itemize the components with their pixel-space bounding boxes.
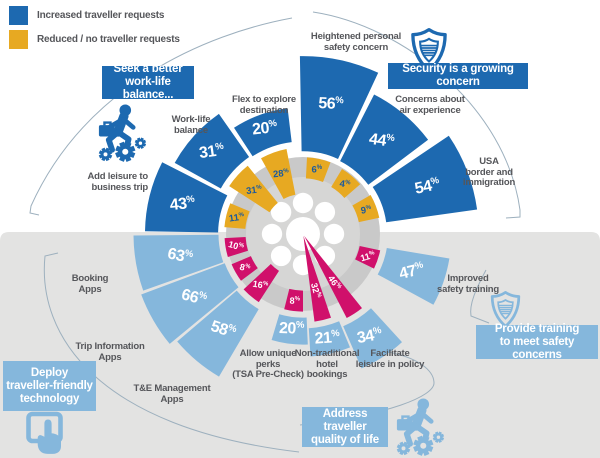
wedge-reduced-4 <box>331 169 361 198</box>
wedge-primary-0 <box>133 234 224 291</box>
spoke-label-unique-perks: Allow unique perks (TSA Pre-Check) <box>232 348 304 380</box>
wedge-secondary-3 <box>284 288 303 312</box>
wedge-primary-2 <box>177 290 259 377</box>
legend-swatch-increased <box>9 6 28 25</box>
spoke-label-work-life: Work-life balance <box>171 114 211 136</box>
wedge-primary-4 <box>308 321 350 357</box>
wedge-reduced-3 <box>305 157 331 182</box>
wedge-secondary-5 <box>304 235 362 318</box>
wedge-secondary-2 <box>243 264 279 303</box>
wedge-increased-4 <box>340 94 429 185</box>
spoke-label-facilitate-leisure: Facilitate leisure in policy <box>355 348 425 370</box>
spoke-label-trip-info-apps: Trip Information Apps <box>75 341 145 363</box>
wedge-secondary-4 <box>303 235 331 322</box>
connector-arc <box>470 269 490 324</box>
svg-text:6%: 6% <box>311 164 322 175</box>
spoke-label-air-experience: Concerns about air experience <box>395 94 465 116</box>
connector-arc <box>312 11 521 219</box>
spoke-label-safety-concern: Heightened personal safety concern <box>310 31 402 53</box>
callout-work-life-balance: Seek a better work-life balance... <box>102 63 194 101</box>
wedge-increased-5 <box>372 135 478 223</box>
callout-security: Security is a growing concern <box>388 63 528 89</box>
pct-label: 8% <box>289 296 300 306</box>
legend-label-reduced: Reduced / no traveller requests <box>37 34 180 45</box>
callout-technology: Deploy traveller-friendly technology <box>3 361 96 411</box>
wedge-secondary-1 <box>231 256 258 281</box>
businessperson-climbing-gears-icon <box>98 104 147 162</box>
wedge-primary-1 <box>141 263 239 344</box>
legend-swatch-reduced <box>9 30 28 49</box>
legend-item-reduced: Reduced / no traveller requests <box>9 30 180 49</box>
svg-text:8%: 8% <box>289 296 300 306</box>
spoke-label-flex-destination: Flex to explore destination <box>231 94 297 116</box>
spoke-label-add-leisure: Add leisure to business trip <box>87 171 148 193</box>
legend-label-increased: Increased traveller requests <box>37 10 165 21</box>
wedge-increased-2 <box>234 108 292 157</box>
wedge-reduced-1 <box>229 165 278 213</box>
wedge-primary-5 <box>343 308 402 369</box>
bottom-background <box>0 232 600 458</box>
callout-quality-of-life: Address traveller quality of life <box>302 407 388 447</box>
wedge-reduced-2 <box>261 149 296 199</box>
legend: Increased traveller requests Reduced / n… <box>9 6 180 49</box>
businessperson-climbing-gears-icon <box>396 398 445 456</box>
touch-screen-icon <box>26 411 63 454</box>
wedge-increased-0 <box>145 162 228 233</box>
wedge-reduced-5 <box>352 195 380 223</box>
pct-label: 6% <box>311 164 322 175</box>
wedge-increased-3 <box>299 56 379 159</box>
shield-icon <box>411 28 447 73</box>
legend-item-increased: Increased traveller requests <box>9 6 180 25</box>
wedge-secondary-6 <box>355 246 381 269</box>
spoke-label-usa-border: USA border and immigration <box>462 156 516 188</box>
spoke-label-te-apps: T&E Management Apps <box>133 383 211 405</box>
wedge-secondary-0 <box>224 237 248 257</box>
wedge-increased-1 <box>174 113 250 189</box>
wedge-reduced-0 <box>224 203 250 229</box>
spoke-label-nontraditional-hotel: Non-traditional hotel bookings <box>294 348 360 380</box>
spoke-label-booking-apps: Booking Apps <box>71 273 109 295</box>
wedge-primary-6 <box>377 248 450 305</box>
wedge-primary-3 <box>271 314 308 345</box>
callout-training: Provide training to meet safety concerns <box>476 323 598 361</box>
spoke-label-improved-training: Improved safety training <box>437 273 499 295</box>
